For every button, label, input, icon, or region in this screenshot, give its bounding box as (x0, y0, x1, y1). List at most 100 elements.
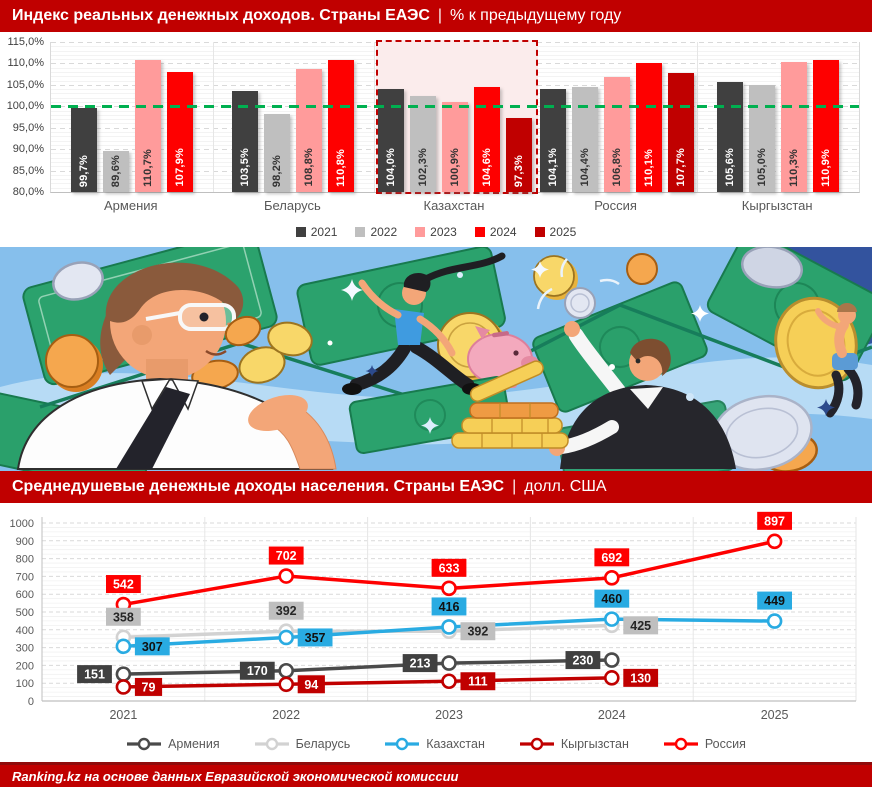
legend-circle (265, 737, 278, 751)
bar-value-label: 104,4% (578, 148, 591, 187)
legend-circle (674, 737, 688, 751)
y-axis-tick-label: 100 (16, 678, 34, 690)
bar-2025: 107,7% (667, 73, 694, 192)
data-label-Казахстан: 449 (764, 594, 785, 608)
data-label-Беларусь: 358 (113, 610, 134, 624)
illustration-svg (0, 163, 872, 498)
data-label-box-Беларусь (106, 607, 141, 626)
legend-circle (530, 737, 544, 751)
bar-value-label: 110,1% (642, 149, 655, 187)
illustration (0, 163, 872, 498)
bar-2022: 104,4% (571, 87, 598, 192)
data-label-Россия: 692 (601, 551, 622, 565)
legend-swatch (415, 227, 426, 237)
bar-group: 99,7% 89,6% 110,7% 107,9% (51, 60, 213, 192)
bar-chart-plot-area: 80,0% 85,0% 90,0% 95,0% 100,0% 105,0% 110,0% 11… (7, 36, 860, 198)
data-label-Армения: 230 (572, 654, 593, 668)
data-label-box-Россия (268, 546, 304, 565)
bar-value-label: 107,9% (173, 148, 186, 187)
data-label-box-Казахстан (757, 591, 792, 610)
marker-Россия (441, 580, 457, 597)
bar-2024: 110,9% (813, 59, 840, 192)
data-label-box-Беларусь (268, 601, 304, 620)
man-left (16, 262, 334, 470)
marker-Кыргызстан (278, 676, 295, 693)
data-label-Кыргызстан: 79 (142, 680, 156, 694)
bar-2021: 104,1% (539, 88, 566, 192)
top-banner-separator: | (437, 7, 443, 24)
bottom-banner-title: Среднедушевые денежные доходы населения.… (12, 478, 505, 495)
bar-group: 103,5% 98,2% 108,8% 110,8% (213, 60, 375, 192)
marker-Россия (603, 570, 620, 586)
legend-marker-icon (385, 737, 420, 751)
y-axis-tick-label: 95,0% (12, 121, 44, 134)
legend-circle (396, 737, 409, 751)
bar-2021: 103,5% (232, 91, 259, 192)
bar-2023: 106,8% (603, 77, 630, 192)
bar-value-label: 107,7% (674, 148, 687, 187)
bar-2021: 105,6% (717, 82, 744, 192)
data-label-box-Армения (402, 654, 438, 673)
bar-value-label: 103,5% (239, 148, 252, 187)
legend-item-2021: 2021 (295, 225, 338, 239)
legend-item-2024: 2024 (474, 225, 517, 239)
bar-chart-x-axis: Армения Беларусь Казахстан Россия Кыргызстан (50, 192, 858, 219)
y-axis-tick-label: 400 (16, 625, 34, 637)
legend-label: 2024 (489, 225, 517, 239)
legend-label: 2023 (430, 225, 457, 239)
bar-value-label: 104,6% (480, 148, 493, 187)
y-axis-tick-label: 0 (28, 696, 34, 708)
x-axis-category-label: 2021 (109, 708, 137, 722)
bar-value-label: 110,8% (335, 149, 348, 187)
data-label-box-Казахстан (134, 637, 170, 656)
data-label-box-Казахстан (594, 589, 630, 608)
legend-label: 2025 (549, 225, 577, 239)
data-label-Россия: 633 (439, 561, 460, 575)
climber-on-coin (774, 296, 863, 418)
legend-label: Армения (168, 737, 220, 751)
legend-item-Беларусь: Беларусь (254, 737, 350, 751)
legend-item-Россия: Россия (663, 737, 746, 751)
data-label-Россия: 542 (113, 578, 134, 592)
data-label-Россия: 702 (276, 549, 297, 563)
hand-with-coins (224, 315, 337, 470)
bar-2021: 99,7% (70, 107, 97, 192)
legend-swatch (474, 227, 485, 237)
marker-Казахстан (278, 629, 295, 646)
bar-value-label: 104,1% (546, 148, 559, 187)
legend-label: 2021 (310, 225, 338, 239)
bar-2023: 100,9% (441, 102, 468, 192)
bar-2024: 104,6% (473, 86, 500, 192)
x-axis-category-label: Беларусь (263, 198, 321, 213)
bar-2022: 98,2% (264, 114, 291, 192)
data-label-Кыргызстан: 111 (468, 675, 488, 689)
line-Кыргызстан (121, 676, 614, 689)
footer-bar: Ranking.kz на основе данных Евразийской … (0, 762, 872, 787)
data-label-Кыргызстан: 130 (630, 671, 651, 685)
data-label-box-Беларусь (460, 622, 496, 641)
coin-orange (224, 315, 262, 347)
x-axis-category-label: Кыргызстан (741, 198, 813, 213)
coin-stack (451, 360, 569, 449)
bar-value-label: 100,9% (448, 148, 461, 187)
data-label-Казахстан: 357 (305, 631, 326, 645)
x-axis-category-label: Казахстан (423, 198, 485, 213)
coin-orange (626, 253, 658, 285)
marker-Казахстан (603, 611, 620, 627)
banknote (532, 281, 708, 413)
legend-label: 2022 (370, 225, 398, 239)
legend-label: Россия (704, 737, 746, 751)
marker-Кыргызстан (603, 670, 620, 686)
line-chart-plot: 0 100 200 300 400 500 600 700 800 900 1000 2021 2022… (10, 511, 857, 722)
bar-2024: 110,1% (635, 63, 662, 192)
marker-Армения (278, 662, 295, 679)
legend-item-Казахстан: Казахстан (384, 737, 485, 751)
data-label-Кыргызстан: 94 (304, 678, 318, 692)
data-label-Армения: 170 (247, 664, 268, 678)
data-label-box-Беларусь (623, 616, 659, 635)
y-axis-tick-label: 600 (16, 589, 34, 601)
marker-Россия (766, 533, 783, 550)
data-label-Армения: 151 (84, 668, 105, 682)
data-label-box-Казахстан (431, 597, 467, 616)
bar-value-label: 110,7% (141, 149, 154, 187)
